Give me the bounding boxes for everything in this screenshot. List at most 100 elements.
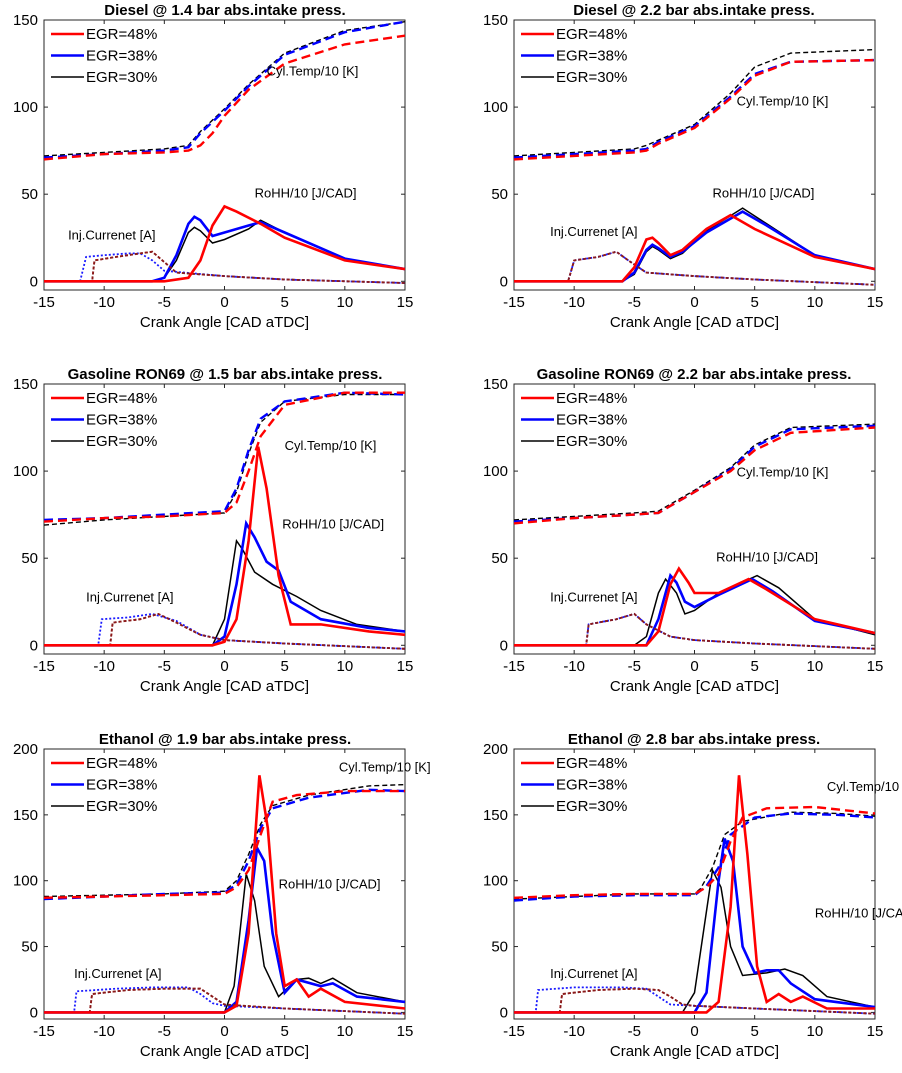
rohh-line-30 xyxy=(44,538,405,647)
legend-label: EGR=38% xyxy=(556,48,627,65)
x-tick-label: -10 xyxy=(563,1023,585,1040)
temp-line-48 xyxy=(44,391,405,523)
y-tick-label: 0 xyxy=(500,637,508,654)
inj-current-line-48 xyxy=(514,612,875,650)
inj-annotation: Inj.Currenet [A] xyxy=(550,224,637,239)
y-tick-label: 150 xyxy=(13,376,38,393)
legend-label: EGR=38% xyxy=(556,412,627,429)
x-axis-label: Crank Angle [CAD aTDC] xyxy=(610,678,779,695)
legend-label: EGR=48% xyxy=(556,390,627,407)
legend-label: EGR=38% xyxy=(86,777,157,794)
x-tick-label: 15 xyxy=(397,294,414,311)
x-tick-label: -15 xyxy=(503,1023,525,1040)
plot-area xyxy=(513,748,876,1020)
inj-annotation: Inj.Currenet [A] xyxy=(68,227,155,242)
legend: EGR=48% EGR=38% EGR=30% xyxy=(521,755,627,815)
legend-label: EGR=48% xyxy=(86,390,157,407)
x-tick-label: 0 xyxy=(220,1023,228,1040)
rohh-line-38 xyxy=(44,519,405,647)
rohh-line-48 xyxy=(514,566,875,647)
y-tick-label: 50 xyxy=(491,550,508,567)
y-tick-label: 0 xyxy=(500,1004,508,1021)
legend-label: EGR=30% xyxy=(556,433,627,450)
inj-current-line-38 xyxy=(514,986,875,1015)
x-tick-label: 15 xyxy=(867,658,884,675)
legend-label: EGR=30% xyxy=(86,433,157,450)
legend-label: EGR=38% xyxy=(86,412,157,429)
panel-5: Ethanol @ 1.9 bar abs.intake press. -15 -1… xyxy=(13,731,431,1060)
x-axis-label: Crank Angle [CAD aTDC] xyxy=(610,314,779,331)
rohh-line-48 xyxy=(44,446,405,647)
x-tick-label: -15 xyxy=(33,294,55,311)
temp-line-48 xyxy=(514,58,875,161)
legend-label: EGR=30% xyxy=(556,798,627,815)
panel-4: Gasoline RON69 @ 2.2 bar abs.intake pres… xyxy=(483,366,883,695)
temp-annotation: Cyl.Temp/10 [K] xyxy=(339,759,431,774)
x-tick-label: -10 xyxy=(93,658,115,675)
legend: EGR=48% EGR=38% EGR=30% xyxy=(521,26,627,86)
y-tick-label: 100 xyxy=(13,873,38,890)
panel-title: Diesel @ 2.2 bar abs.intake press. xyxy=(573,2,814,19)
x-tick-label: -15 xyxy=(33,1023,55,1040)
panel-title: Gasoline RON69 @ 2.2 bar abs.intake pres… xyxy=(537,366,852,383)
y-tick-label: 100 xyxy=(483,463,508,480)
x-tick-label: -5 xyxy=(628,294,641,311)
y-tick-label: 150 xyxy=(13,12,38,29)
legend: EGR=48% EGR=38% EGR=30% xyxy=(51,755,157,815)
temp-annotation: Cyl.Temp/10 [K] xyxy=(285,438,377,453)
y-tick-label: 50 xyxy=(491,186,508,203)
temp-line-48 xyxy=(514,426,875,525)
x-tick-label: 5 xyxy=(280,1023,288,1040)
x-tick-label: -5 xyxy=(628,1023,641,1040)
panel-1: Diesel @ 1.4 bar abs.intake press. -15 -10… xyxy=(13,2,413,331)
x-tick-label: -10 xyxy=(563,658,585,675)
rohh-annotation: RoHH/10 [J/CAD] xyxy=(282,517,384,532)
y-tick-label: 0 xyxy=(30,637,38,654)
inj-annotation: Inj.Currenet [A] xyxy=(550,966,637,981)
legend-label: EGR=30% xyxy=(86,798,157,815)
x-tick-label: -15 xyxy=(33,658,55,675)
x-tick-label: 15 xyxy=(397,1023,414,1040)
rohh-line-30 xyxy=(514,574,875,647)
x-tick-label: 5 xyxy=(280,294,288,311)
legend-label: EGR=30% xyxy=(86,69,157,86)
x-axis-label: Crank Angle [CAD aTDC] xyxy=(140,314,309,331)
temp-line-48 xyxy=(44,34,405,161)
legend-label: EGR=30% xyxy=(556,69,627,86)
legend-label: EGR=48% xyxy=(86,26,157,43)
legend-label: EGR=48% xyxy=(556,26,627,43)
y-tick-label: 50 xyxy=(21,550,38,567)
rohh-line-38 xyxy=(514,210,875,283)
panel-title: Ethanol @ 1.9 bar abs.intake press. xyxy=(99,731,351,748)
legend-label: EGR=38% xyxy=(86,48,157,65)
x-tick-label: 0 xyxy=(690,294,698,311)
rohh-line-48 xyxy=(44,204,405,283)
x-tick-label: -5 xyxy=(158,294,171,311)
legend: EGR=48% EGR=38% EGR=30% xyxy=(51,390,157,450)
x-tick-label: 10 xyxy=(336,1023,353,1040)
legend-label: EGR=48% xyxy=(86,755,157,772)
x-tick-label: 10 xyxy=(806,1023,823,1040)
rohh-line-48 xyxy=(44,775,405,1014)
rohh-line-48 xyxy=(514,213,875,283)
series-group xyxy=(514,48,875,286)
x-tick-label: 5 xyxy=(750,658,758,675)
rohh-annotation: RoHH/10 [J/CAD] xyxy=(279,877,381,892)
panel-title: Gasoline RON69 @ 1.5 bar abs.intake pres… xyxy=(68,366,383,383)
y-tick-label: 50 xyxy=(491,939,508,956)
panel-title: Diesel @ 1.4 bar abs.intake press. xyxy=(104,2,345,19)
inj-annotation: Inj.Currenet [A] xyxy=(550,590,637,605)
panel-2: Diesel @ 2.2 bar abs.intake press. -15 -10… xyxy=(483,2,883,331)
rohh-line-30 xyxy=(44,873,405,1014)
x-axis-label: Crank Angle [CAD aTDC] xyxy=(610,1043,779,1060)
x-tick-label: -5 xyxy=(628,658,641,675)
y-tick-label: 50 xyxy=(21,939,38,956)
x-tick-label: 0 xyxy=(690,1023,698,1040)
legend: EGR=48% EGR=38% EGR=30% xyxy=(521,390,627,450)
x-tick-label: 0 xyxy=(220,658,228,675)
y-tick-label: 0 xyxy=(30,1004,38,1021)
inj-current-line-48 xyxy=(514,987,875,1015)
x-tick-label: 10 xyxy=(336,658,353,675)
y-tick-label: 100 xyxy=(483,99,508,116)
